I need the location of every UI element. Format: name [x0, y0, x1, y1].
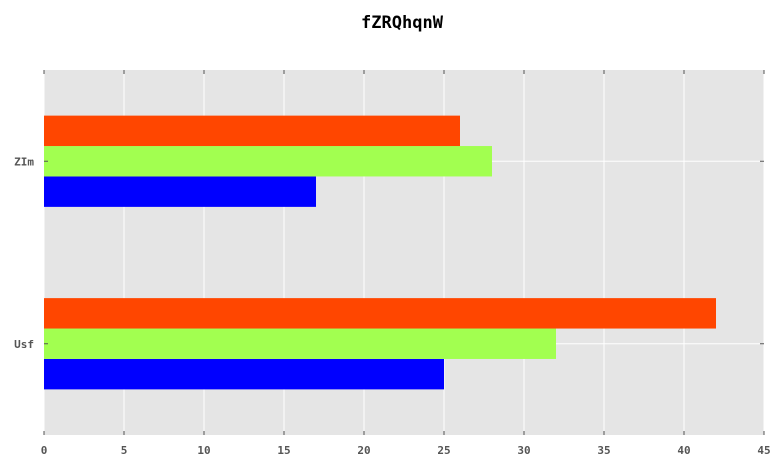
category-label: ZIm	[14, 155, 34, 168]
bars	[44, 115, 716, 390]
x-tick-label: 15	[277, 444, 290, 457]
category-label: Usf	[14, 338, 34, 351]
x-tick-label: 5	[121, 444, 128, 457]
bar	[44, 115, 460, 147]
bar	[44, 298, 716, 329]
x-tick-label: 40	[677, 444, 690, 457]
bar	[44, 328, 556, 359]
chart-title: fZRQhqnW	[361, 13, 444, 33]
x-tick-label: 30	[517, 444, 530, 457]
x-tick-label: 25	[437, 444, 450, 457]
x-tick-label: 0	[41, 444, 48, 457]
x-tick-label: 10	[197, 444, 210, 457]
axes: 0 5 10 15 20 25 30 35 40 45 Usf ZIm	[14, 70, 771, 457]
bar	[44, 146, 492, 177]
x-tick-label: 20	[357, 444, 370, 457]
bar	[44, 358, 444, 390]
x-tick-label: 35	[597, 444, 610, 457]
x-tick-label: 45	[757, 444, 770, 457]
bar	[44, 176, 316, 207]
